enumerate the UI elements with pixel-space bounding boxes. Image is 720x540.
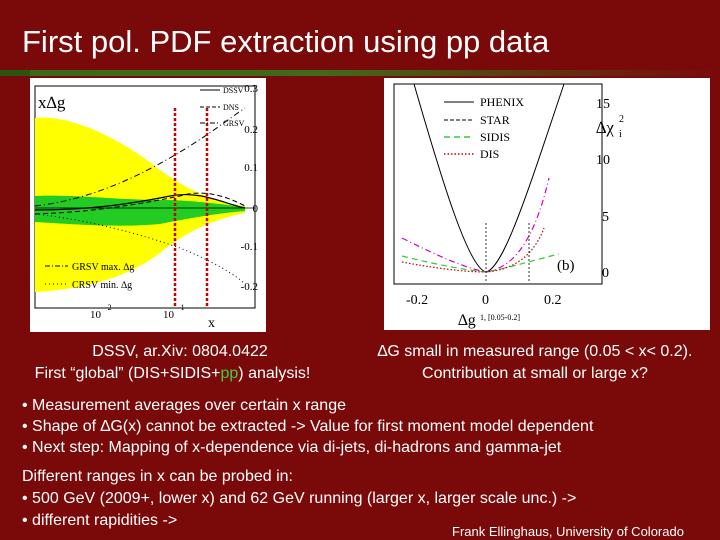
legend-dns: DNS xyxy=(223,103,239,112)
x-tick-base: 10 xyxy=(163,309,175,321)
dssv-plot-svg: x∆g DSSV DNS GRSV 0.3 0.2 0.1 0 -0.1 -0.… xyxy=(34,83,259,331)
legend-sidis: SIDIS xyxy=(480,130,510,144)
title-underline-accent xyxy=(0,70,30,76)
ranges-heading: Different ranges in x can be probed in: xyxy=(22,468,293,485)
x-tick-exp: -2 xyxy=(105,303,112,312)
legend-dis: DIS xyxy=(480,147,499,161)
left-caption-highlight: pp xyxy=(220,365,239,382)
dssv-xdeltag-plot: x∆g DSSV DNS GRSV 0.3 0.2 0.1 0 -0.1 -0.… xyxy=(30,78,266,332)
x-tick: -0.2 xyxy=(406,293,428,308)
annotation-grsv-max: GRSV max. ∆g xyxy=(72,262,134,273)
legend-phenix: PHENIX xyxy=(480,95,524,109)
y-tick: -0.2 xyxy=(241,281,258,293)
bullet-item: • Next step: Mapping of x-dependence via… xyxy=(22,439,562,456)
x-axis-label: ∆g xyxy=(458,312,476,329)
x-tick: 0.2 xyxy=(544,293,562,308)
bullet-item: • Shape of ∆G(x) cannot be extracted -> … xyxy=(22,418,594,435)
y-axis-label-sup: 2 xyxy=(619,114,624,125)
x-tick-exp: -1 xyxy=(178,303,185,312)
chi2-plot-svg: PHENIX STAR SIDIS DIS 15 10 5 0 ∆χ 2 i (… xyxy=(393,83,624,329)
y-tick: 5 xyxy=(602,210,609,225)
left-caption-line1: DSSV, ar.Xiv: 0804.0422 xyxy=(92,343,268,360)
y-axis-label-sub: i xyxy=(619,129,622,140)
left-caption-prefix: First “global” (DIS+SIDIS+ xyxy=(34,365,221,382)
series-star xyxy=(401,177,550,273)
series-dis xyxy=(401,227,545,273)
plot-frame xyxy=(393,83,603,285)
ranges-item: • 500 GeV (2009+, lower x) and 62 GeV ru… xyxy=(22,490,577,507)
right-caption-line2: Contribution at small or large x? xyxy=(422,365,648,382)
y-tick: 0 xyxy=(253,203,259,215)
left-caption-line2: First “global” (DIS+SIDIS+pp) analysis! xyxy=(0,365,345,383)
series-grsv-max xyxy=(34,107,246,207)
y-tick: 0.2 xyxy=(244,124,258,136)
y-tick: 0.1 xyxy=(244,162,258,174)
legend-star: STAR xyxy=(480,113,510,127)
series-dssv xyxy=(34,194,246,211)
annotation-grsv-min: CRSV min. ∆g xyxy=(72,280,132,291)
left-caption-suffix: ) analysis! xyxy=(238,365,311,382)
ranges-item: • different rapidities -> xyxy=(22,512,178,529)
slide-title: First pol. PDF extraction using pp data xyxy=(22,24,550,59)
y-tick: -0.1 xyxy=(241,241,258,253)
author-credit: Frank Ellinghaus, University of Colorado xyxy=(452,524,684,539)
y-tick: 0 xyxy=(602,266,609,281)
series-sidis xyxy=(401,253,560,273)
x-tick: 0 xyxy=(482,293,489,308)
title-underline xyxy=(0,70,720,76)
x-tick-base: 10 xyxy=(90,309,102,321)
uncertainty-band-inner xyxy=(35,195,245,226)
x-axis-label: x xyxy=(208,316,215,331)
bullet-item: • Measurement averages over certain x ra… xyxy=(22,397,346,414)
y-tick: 15 xyxy=(596,97,610,112)
legend-dssv: DSSV xyxy=(223,86,244,95)
y-tick: 10 xyxy=(596,153,610,168)
y-tick: 0.3 xyxy=(244,83,258,95)
delta-chi2-plot: PHENIX STAR SIDIS DIS 15 10 5 0 ∆χ 2 i (… xyxy=(384,78,710,330)
y-axis-label: x∆g xyxy=(38,93,66,112)
legend-grsv: GRSV xyxy=(223,119,245,128)
right-caption-line1: ∆G small in measured range (0.05 < x< 0.… xyxy=(377,343,693,360)
panel-label: (b) xyxy=(557,258,575,274)
x-axis-label-sub: 1, [0.05-0.2] xyxy=(480,313,520,322)
y-axis-label: ∆χ xyxy=(596,118,614,137)
